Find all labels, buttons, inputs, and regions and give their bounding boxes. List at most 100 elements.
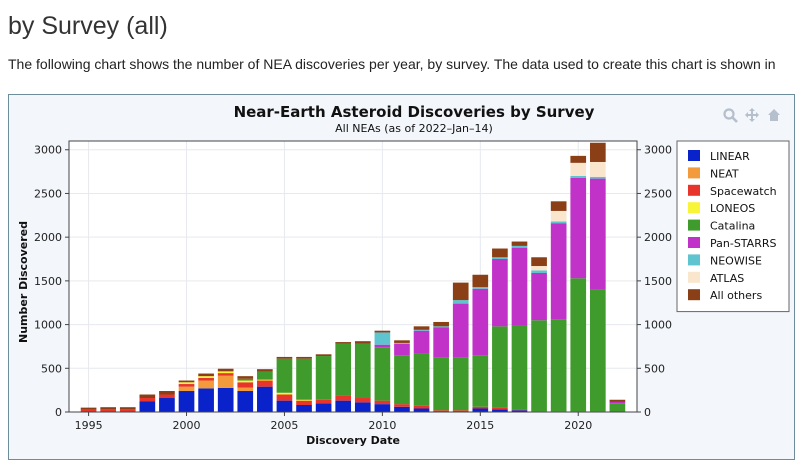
bar-segment[interactable] <box>452 357 469 411</box>
bar-segment[interactable] <box>433 410 449 412</box>
bar-segment[interactable] <box>511 409 528 411</box>
bar-segment[interactable] <box>178 384 195 387</box>
legend-swatch[interactable] <box>688 167 700 179</box>
bar-segment[interactable] <box>100 407 117 410</box>
bar-segment[interactable] <box>257 386 273 412</box>
bar-segment[interactable] <box>257 369 273 372</box>
bar-segment[interactable] <box>433 357 449 411</box>
bar-segment[interactable] <box>335 400 352 412</box>
bar-segment[interactable] <box>374 404 391 412</box>
bar-segment[interactable] <box>492 409 508 412</box>
bar-segment[interactable] <box>413 330 430 354</box>
bar-segment[interactable] <box>550 210 567 222</box>
bar-segment[interactable] <box>492 248 508 258</box>
bar-segment[interactable] <box>276 400 293 412</box>
bar-segment[interactable] <box>511 241 528 246</box>
bar-segment[interactable] <box>413 405 430 409</box>
magnifier-icon[interactable] <box>722 107 738 123</box>
bar-segment[interactable] <box>296 405 312 412</box>
legend-swatch[interactable] <box>688 254 700 266</box>
bar-segment[interactable] <box>217 368 234 372</box>
bar-segment[interactable] <box>139 394 156 399</box>
bar-segment[interactable] <box>570 162 587 176</box>
bar-segment[interactable] <box>119 407 136 410</box>
bar-segment[interactable] <box>100 409 117 412</box>
legend-label[interactable]: LINEAR <box>710 150 750 163</box>
bar-segment[interactable] <box>257 371 273 380</box>
bar-segment[interactable] <box>198 373 214 377</box>
bar-segment[interactable] <box>472 408 489 412</box>
bar-segment[interactable] <box>394 355 410 405</box>
home-icon[interactable] <box>766 107 782 123</box>
bar-segment[interactable] <box>237 391 254 412</box>
bar-segment[interactable] <box>511 325 528 410</box>
bar-segment[interactable] <box>354 398 371 403</box>
bar-segment[interactable] <box>315 403 332 412</box>
bar-segment[interactable] <box>374 347 391 401</box>
legend-swatch[interactable] <box>688 271 700 283</box>
bar-segment[interactable] <box>335 395 352 401</box>
bar-segment[interactable] <box>452 282 469 301</box>
bar-segment[interactable] <box>257 380 273 387</box>
bar-segment[interactable] <box>178 391 195 412</box>
bar-segment[interactable] <box>276 392 293 395</box>
bar-segment[interactable] <box>276 356 293 359</box>
pan-move-icon[interactable] <box>744 107 760 123</box>
bar-segment[interactable] <box>198 380 214 389</box>
bar-segment[interactable] <box>119 409 136 412</box>
bar-segment[interactable] <box>354 343 371 399</box>
bar-segment[interactable] <box>394 406 410 412</box>
bar-segment[interactable] <box>315 399 332 404</box>
bar-segment[interactable] <box>178 386 195 392</box>
bar-segment[interactable] <box>511 410 528 412</box>
bar-segment[interactable] <box>296 358 312 400</box>
bar-segment[interactable] <box>570 177 587 279</box>
bar-segment[interactable] <box>394 404 410 407</box>
bar-segment[interactable] <box>492 326 508 408</box>
bar-segment[interactable] <box>198 388 214 412</box>
legend-swatch[interactable] <box>688 202 700 214</box>
legend-swatch[interactable] <box>688 184 700 196</box>
bar-segment[interactable] <box>139 401 156 412</box>
bar-segment[interactable] <box>80 409 97 412</box>
bar-segment[interactable] <box>609 403 626 412</box>
bar-segment[interactable] <box>237 376 254 379</box>
bar-segment[interactable] <box>413 353 430 406</box>
bar-segment[interactable] <box>139 398 156 402</box>
bar-segment[interactable] <box>296 356 312 359</box>
bar-segment[interactable] <box>394 342 410 344</box>
bar-segment[interactable] <box>217 387 234 412</box>
legend-label[interactable]: All others <box>710 289 762 302</box>
bar-segment[interactable] <box>394 343 410 356</box>
bar-segment[interactable] <box>178 380 195 383</box>
bar-segment[interactable] <box>315 354 332 357</box>
bar-segment[interactable] <box>237 378 254 381</box>
bar-segment[interactable] <box>452 410 469 412</box>
legend-label[interactable]: Catalina <box>710 220 755 233</box>
legend-label[interactable]: Pan-STARRS <box>710 237 776 250</box>
bar-segment[interactable] <box>257 379 273 381</box>
bar-segment[interactable] <box>178 382 195 385</box>
legend-swatch[interactable] <box>688 219 700 231</box>
bar-segment[interactable] <box>315 356 332 400</box>
bar-segment[interactable] <box>472 355 489 407</box>
bar-segment[interactable] <box>159 394 175 399</box>
bar-segment[interactable] <box>296 400 312 406</box>
bar-segment[interactable] <box>335 342 352 344</box>
bar-segment[interactable] <box>531 270 547 274</box>
bar-segment[interactable] <box>296 399 312 401</box>
bar-segment[interactable] <box>472 406 489 409</box>
bar-segment[interactable] <box>531 257 547 267</box>
bar-segment[interactable] <box>433 327 449 358</box>
bar-segment[interactable] <box>354 402 371 412</box>
bar-segment[interactable] <box>550 201 567 211</box>
bar-segment[interactable] <box>374 400 391 405</box>
bar-segment[interactable] <box>276 394 293 401</box>
bar-segment[interactable] <box>217 375 234 388</box>
bar-segment[interactable] <box>237 387 254 392</box>
bar-segment[interactable] <box>159 391 175 395</box>
bar-segment[interactable] <box>609 399 626 402</box>
legend-label[interactable]: Spacewatch <box>710 185 777 198</box>
bar-segment[interactable] <box>550 223 567 320</box>
bar-segment[interactable] <box>198 376 214 378</box>
